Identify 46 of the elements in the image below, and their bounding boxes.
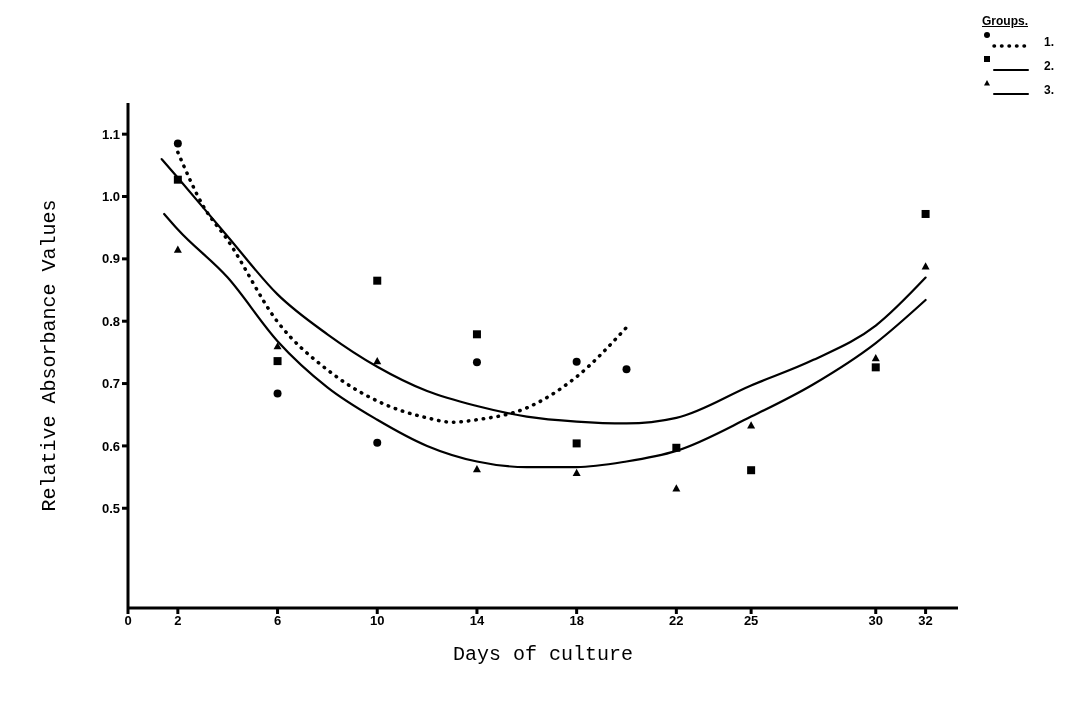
y-axis-title: Relative Absorbance Values: [38, 199, 62, 512]
x-tick-label: 25: [743, 613, 759, 629]
point: [672, 443, 681, 452]
y-tick-label: 1.1: [101, 126, 120, 142]
point: [871, 353, 880, 362]
point: [273, 357, 282, 366]
point: [572, 468, 581, 476]
legend-label: 2.: [1043, 59, 1054, 73]
point: [572, 357, 581, 366]
x-tick-label: 30: [868, 613, 883, 629]
x-tick-label: 22: [669, 613, 684, 629]
point: [921, 209, 930, 218]
y-tick-label: 0.6: [101, 438, 120, 454]
x-tick-label: 18: [569, 613, 584, 629]
y-tick-label: 0.8: [101, 313, 120, 329]
legend-label: 3.: [1043, 83, 1054, 97]
x-tick-label: 10: [370, 613, 385, 629]
x-tick-label: 6: [273, 613, 282, 629]
y-tick-label: 1.0: [101, 189, 120, 205]
point: [472, 358, 481, 367]
point: [273, 389, 282, 398]
y-tick-label: 0.5: [101, 500, 120, 516]
point: [173, 175, 182, 184]
point: [373, 357, 382, 365]
point: [173, 245, 182, 253]
point: [871, 363, 880, 372]
point: [373, 276, 382, 285]
y-tick-label: 0.9: [101, 251, 120, 267]
point: [173, 139, 182, 148]
point: [472, 330, 481, 339]
legend-title: Groups.: [981, 14, 1029, 28]
point: [921, 262, 930, 270]
x-axis-title: Days of culture: [452, 643, 634, 666]
point: [373, 438, 382, 447]
point: [622, 365, 631, 374]
y-tick-label: 0.7: [101, 376, 120, 392]
legend-label: 1.: [1043, 35, 1054, 49]
point: [472, 464, 481, 473]
point: [273, 342, 282, 350]
x-tick-label: 0: [124, 613, 132, 629]
point: [747, 421, 756, 429]
x-tick-label: 32: [918, 613, 933, 629]
point: [572, 439, 581, 448]
x-tick-label: 2: [174, 613, 182, 629]
x-tick-label: 14: [469, 613, 485, 629]
point: [747, 466, 756, 475]
